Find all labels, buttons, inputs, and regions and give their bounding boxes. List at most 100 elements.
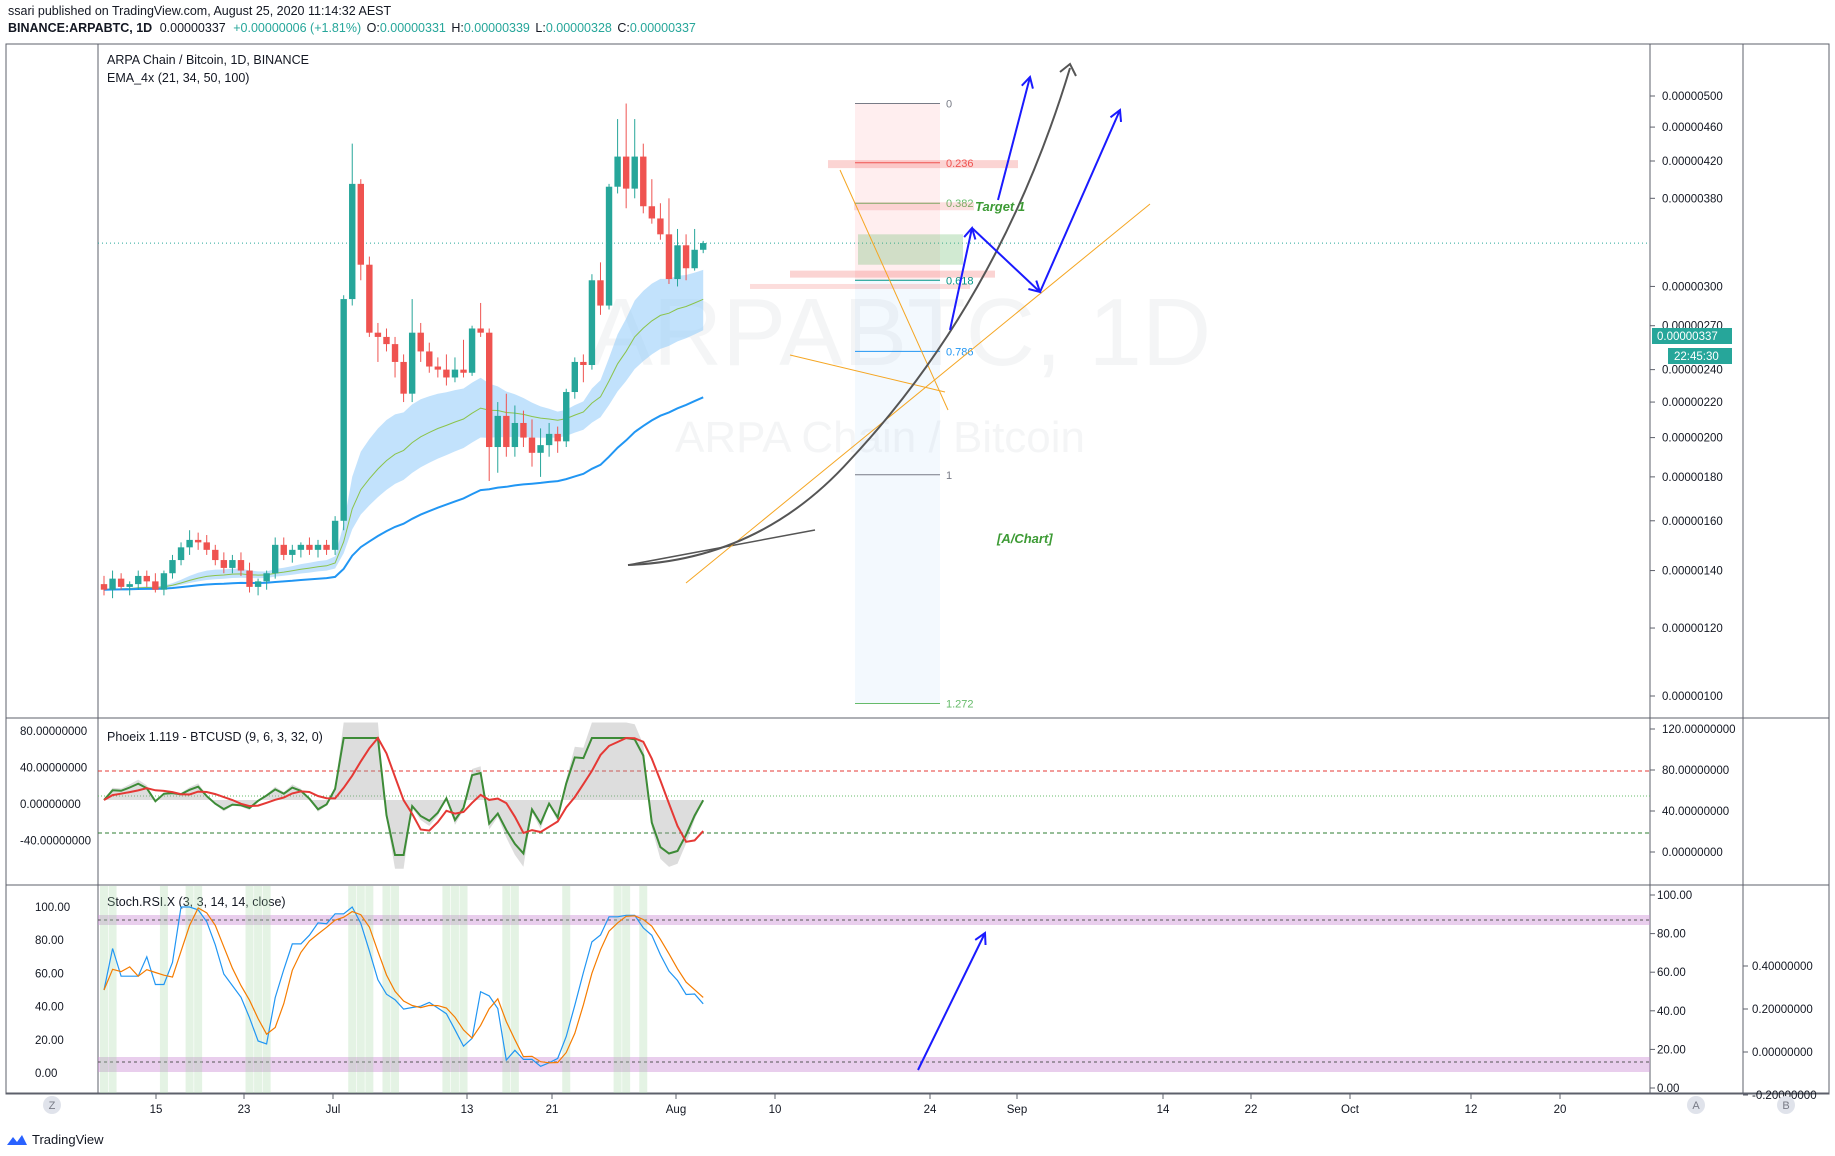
price-tick-label: 0.00000240 (1662, 365, 1723, 377)
candle-body (443, 369, 450, 378)
candle-body (511, 422, 519, 448)
candle-body (426, 351, 433, 367)
falling-trendline-2 (789, 354, 946, 393)
time-tick-label: 23 (238, 1104, 251, 1116)
candle-body (297, 544, 305, 550)
support-zone-2 (750, 283, 970, 289)
candle-body (212, 549, 219, 561)
chart-canvas[interactable]: ARPABTC, 1D ARPA Chain / Bitcoin ARPA Ch… (0, 0, 1835, 1130)
auto-scale-label: A (1692, 1100, 1700, 1112)
falling-trendline (839, 169, 949, 411)
stoch-signal-column (254, 886, 263, 1093)
zoom-reset-button[interactable] (43, 1096, 61, 1114)
candle-body (237, 560, 245, 571)
log-scale-button[interactable] (1777, 1096, 1795, 1114)
candle-body (169, 560, 176, 574)
last-price: 0.00000337 (159, 21, 226, 35)
curve-arrowhead (1059, 62, 1077, 77)
candle-body (580, 361, 587, 365)
stoch-signal-column (348, 886, 357, 1093)
price-tick-label: 0.00000200 (1662, 433, 1723, 445)
price-tick-label: 0.00000160 (1662, 516, 1723, 528)
stoch-signal-column (194, 886, 203, 1093)
candle-body (400, 361, 407, 394)
candle-body (135, 575, 142, 585)
stoch-signal-column (622, 886, 631, 1093)
resistance-zone-2 (854, 202, 974, 211)
time-tick-label: 21 (546, 1104, 559, 1116)
candle-body (143, 575, 150, 582)
candle-body (622, 156, 630, 189)
projection-arrow-1 (949, 227, 973, 331)
candle-body (194, 539, 202, 543)
price-tick-label: 0.00000380 (1662, 193, 1723, 205)
stoch-outer-tick: 0.40000000 (1752, 961, 1813, 973)
phoenix-left-tick: 0.00000000 (20, 799, 81, 811)
candle-body (468, 328, 476, 373)
candle-body (486, 332, 493, 448)
fib-level-label: 0.236 (946, 158, 974, 170)
stoch-outer-tick: 0.00000000 (1752, 1047, 1813, 1059)
time-tick-label: 14 (1157, 1104, 1170, 1116)
candle-body (605, 186, 613, 306)
candle-body (408, 332, 416, 394)
candle-body (563, 392, 570, 442)
candle-body (374, 332, 382, 337)
stoch-signal-column (562, 886, 571, 1093)
phoenix-left-tick: 80.00000000 (20, 726, 87, 738)
phoenix-pane: 80.00000000 40.00000000 0.00000000 -40.0000… (20, 722, 1736, 869)
time-tick-label: 20 (1554, 1104, 1567, 1116)
log-scale-label: B (1782, 1100, 1789, 1112)
candle-body (554, 433, 561, 442)
low-label: L: (535, 21, 546, 35)
candle-body (503, 415, 510, 448)
candle-body (640, 156, 647, 207)
tradingview-logo-icon (6, 1133, 28, 1147)
candle-body (383, 336, 390, 345)
candle-body (494, 415, 501, 448)
candle-body (451, 369, 459, 378)
high-label: H: (451, 21, 464, 35)
stoch-rsi-pane: 100.00 80.00 60.00 40.00 20.00 0.00 100.00 80.0… (35, 886, 1817, 1102)
candle-body (357, 183, 364, 265)
stoch-right-tick: 40.00 (1657, 1006, 1686, 1018)
candle-body (571, 361, 578, 393)
stoch-left-tick: 80.00 (35, 935, 64, 947)
countdown-tag (1668, 348, 1732, 364)
last-price-tag-text: 0.00000337 (1657, 331, 1718, 343)
entry-zone (858, 234, 963, 265)
stoch-left-tick: 60.00 (35, 968, 64, 980)
candle-body (528, 437, 536, 453)
fib-lower-zone (855, 280, 940, 704)
auto-scale-button[interactable] (1687, 1096, 1705, 1114)
price-tick-label: 0.00000120 (1662, 623, 1723, 635)
publish-info: ssari published on TradingView.com, Augu… (8, 4, 392, 18)
last-price-tag (1652, 328, 1732, 344)
stoch-left-tick: 40.00 (35, 1002, 64, 1014)
tradingview-brand-text: TradingView (32, 1132, 104, 1147)
candle-body (177, 547, 185, 561)
candle-body (289, 549, 296, 555)
fib-level-label: 1 (946, 470, 952, 482)
fib-level-label: 0.382 (946, 198, 974, 210)
candle-body (648, 206, 656, 219)
stoch-signal-column (502, 886, 511, 1093)
stoch-outer-tick: -0.20000000 (1752, 1090, 1817, 1102)
stoch-signal-column (450, 886, 459, 1093)
fib-level-label: 1.272 (946, 699, 974, 711)
price-tick-label: 0.00000420 (1662, 156, 1723, 168)
support-zone (790, 270, 995, 278)
watermark-name: ARPA Chain / Bitcoin (675, 413, 1085, 462)
time-tick-label: 12 (1465, 1104, 1478, 1116)
stoch-projection-arrow-head (974, 931, 987, 946)
stoch-signal-column (185, 886, 194, 1093)
candle-body (349, 183, 356, 300)
open-label: O: (366, 21, 380, 35)
candle-body (520, 422, 527, 438)
tradingview-brand[interactable]: TradingView (6, 1132, 104, 1147)
stoch-signal-column (639, 886, 648, 1093)
projection-arrow-4 (1039, 109, 1121, 293)
chart-frame (5, 43, 1830, 1095)
price-change: +0.00000006 (+1.81%) (233, 21, 362, 35)
